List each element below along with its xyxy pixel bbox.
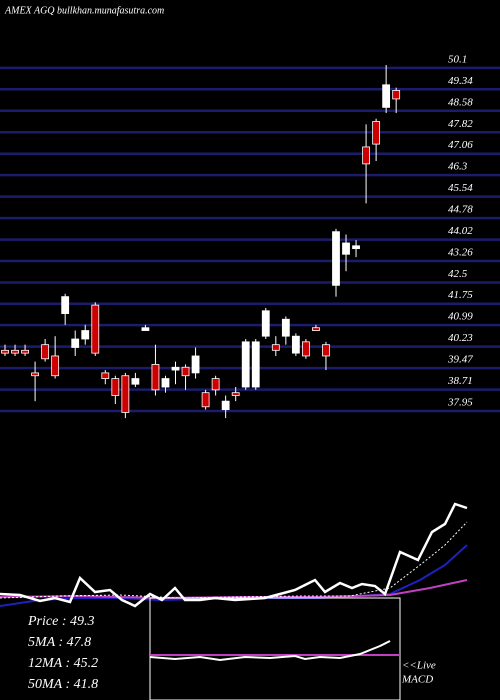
candle-body — [251, 341, 260, 388]
candle-body — [271, 344, 280, 351]
candle-body — [281, 318, 290, 337]
candle-body — [71, 338, 80, 348]
chart-title: AMEX AGQ bullkhan.munafasutra.com — [4, 5, 164, 16]
candle-body — [372, 121, 381, 145]
y-tick-label: 39.47 — [447, 354, 473, 366]
candle-body — [362, 146, 370, 165]
ma-line — [0, 579, 468, 600]
y-tick-label: 49.34 — [448, 75, 473, 87]
y-tick-label: 37.95 — [447, 397, 473, 409]
macd-panel — [149, 597, 401, 700]
macd-line — [149, 640, 391, 662]
candle-body — [21, 349, 29, 354]
info-text: 50MA : 41.8 — [28, 677, 98, 692]
candle-body — [382, 84, 391, 108]
info-text: 5MA : 47.8 — [28, 635, 91, 650]
info-text: Price : 49.3 — [27, 614, 94, 629]
candle-body — [101, 372, 110, 379]
y-tick-label: 43.26 — [448, 247, 473, 259]
macd-label: MACD — [401, 674, 433, 686]
candle-body — [201, 392, 210, 408]
candle-body — [31, 372, 39, 377]
candle-body — [11, 349, 19, 354]
candle-body — [322, 344, 330, 357]
candle-body — [332, 231, 340, 286]
y-tick-label: 47.82 — [448, 118, 473, 130]
y-tick-label: 44.78 — [448, 204, 473, 216]
price-line — [0, 502, 468, 608]
live-label: <<Live — [402, 660, 436, 672]
y-tick-label: 38.71 — [447, 375, 473, 387]
indicator-lines — [0, 502, 468, 608]
candle-body — [181, 366, 190, 377]
candle-body — [221, 400, 230, 411]
y-tick-label: 47.06 — [448, 139, 473, 151]
candle-body — [392, 90, 401, 100]
candle-body — [51, 355, 60, 377]
candle-body — [342, 242, 350, 255]
candle-body — [312, 327, 320, 331]
candle-body — [191, 355, 200, 374]
y-tick-label: 46.3 — [448, 161, 468, 173]
y-tick-label: 40.99 — [448, 311, 473, 323]
candle-body — [111, 378, 120, 396]
candle-body — [211, 378, 220, 391]
y-tick-label: 45.54 — [448, 182, 473, 194]
y-tick-label: 48.58 — [448, 96, 473, 108]
candle-body — [81, 330, 90, 340]
candle-body — [161, 378, 170, 388]
y-tick-label: 40.23 — [448, 332, 473, 344]
candle-body — [1, 349, 9, 354]
candle-body — [171, 366, 180, 371]
candle-body — [291, 335, 300, 354]
candle-body — [261, 310, 270, 337]
y-tick-label: 44.02 — [448, 225, 473, 237]
candle-body — [231, 392, 240, 396]
y-tick-label: 50.1 — [448, 53, 467, 65]
y-tick-label: 41.75 — [448, 289, 473, 301]
info-text: 12MA : 45.2 — [28, 656, 98, 671]
candle-body — [41, 344, 50, 360]
candle-body — [131, 378, 140, 385]
candle-body — [121, 375, 130, 413]
y-tick-label: 42.5 — [448, 268, 468, 280]
candle-body — [301, 341, 310, 357]
candle-body — [352, 245, 360, 250]
candle-body — [61, 296, 70, 314]
candle-body — [141, 327, 150, 331]
candle-body — [151, 364, 160, 391]
ma-line — [0, 521, 468, 599]
candle-body — [241, 341, 250, 388]
candle-body — [91, 304, 100, 354]
